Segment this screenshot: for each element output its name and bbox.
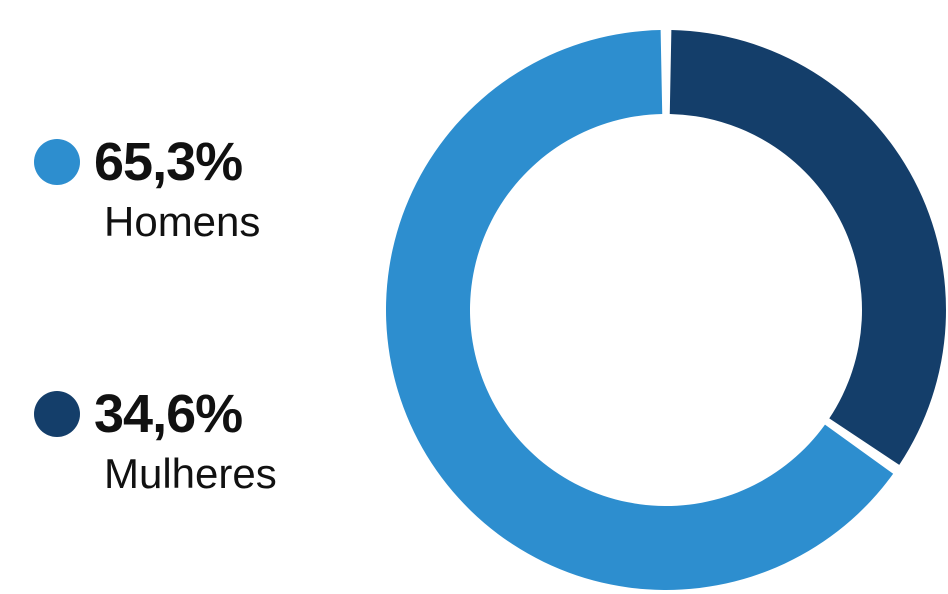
donut-slice-homens xyxy=(386,30,894,590)
legend-dot-mulheres xyxy=(34,391,80,437)
legend-label-mulheres: Mulheres xyxy=(104,450,277,497)
legend-value-mulheres: 34,6% xyxy=(94,384,243,444)
legend-dot-homens xyxy=(34,139,80,185)
legend-item-homens: 65,3% Homens xyxy=(34,132,260,246)
legend-label-homens: Homens xyxy=(104,198,261,245)
legend-value-homens: 65,3% xyxy=(94,132,243,192)
legend-item-mulheres: 34,6% Mulheres xyxy=(34,384,277,498)
donut-slice-mulheres xyxy=(669,30,947,465)
